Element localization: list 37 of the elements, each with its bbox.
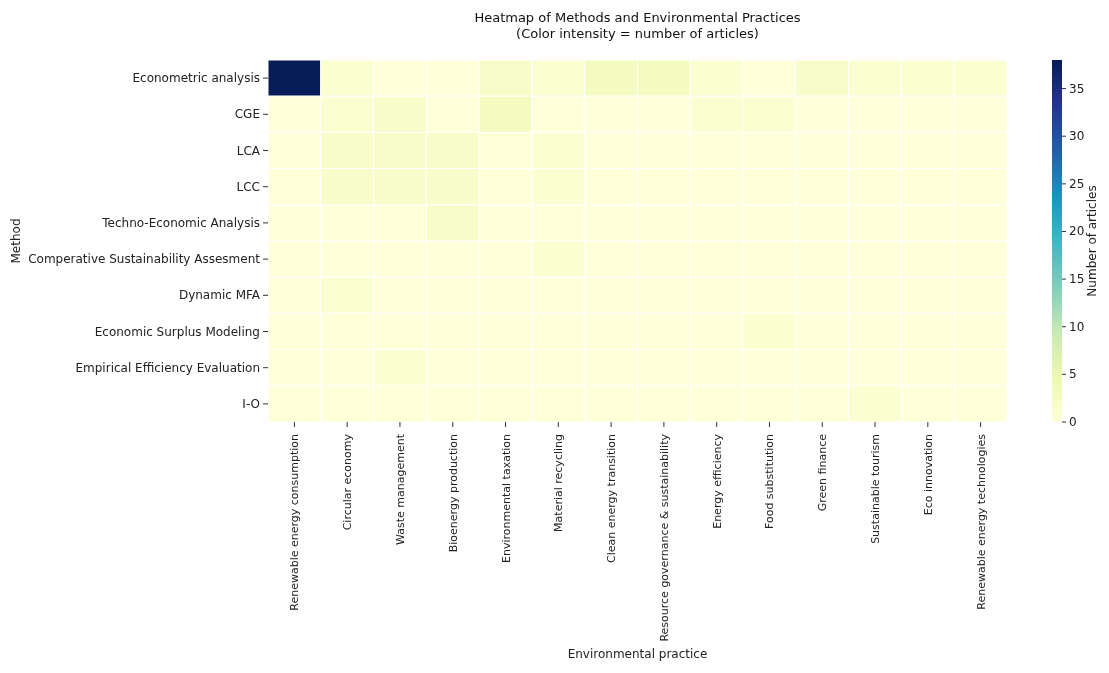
color-bar-title: Number of articles — [1085, 185, 1099, 297]
y-tick-label: Comperative Sustainability Assesment — [28, 252, 261, 267]
x-tick-label: Waste management — [393, 433, 407, 545]
x-tick-label: Sustainable tourism — [869, 434, 883, 544]
x-tick-label: Clean energy transition — [605, 433, 619, 563]
x-tick-label: Circular economy — [341, 433, 355, 531]
color-bar-label: 5 — [1069, 367, 1077, 382]
y-tick-label: CGE — [234, 107, 260, 122]
x-tick-label: Renewable energy consumption — [288, 433, 302, 611]
x-tick-label: Environmental taxation — [499, 433, 513, 563]
y-tick-label: Economic Surplus Modeling — [94, 324, 260, 339]
color-bar-label: 10 — [1069, 319, 1085, 334]
y-axis-title: Method — [9, 218, 23, 264]
y-tick-label: Techno-Economic Analysis — [101, 215, 260, 230]
y-tick-label: Empirical Efficiency Evaluation — [75, 360, 260, 375]
x-tick-label: Bioenergy production — [446, 433, 460, 553]
y-tick-label: LCC — [236, 179, 260, 194]
color-bar-label: 25 — [1069, 176, 1085, 191]
x-tick-label: Material recycling — [552, 434, 566, 532]
color-bar-label: 30 — [1069, 129, 1085, 144]
color-bar-label: 20 — [1069, 224, 1085, 239]
y-tick-label: LCA — [236, 143, 261, 158]
y-tick-label: Econometric analysis — [132, 71, 260, 86]
x-tick-label: Eco innovation — [921, 433, 935, 516]
y-tick-label: I-O — [242, 396, 260, 411]
x-tick-label: Renewable energy technologies — [974, 433, 988, 610]
chart-subtitle: (Color intensity = number of articles) — [515, 26, 760, 42]
chart-title: Heatmap of Methods and Environmental Practices — [473, 10, 802, 26]
x-tick-label: Food substitution — [763, 433, 777, 530]
x-tick-label: Energy efficiency — [710, 433, 724, 529]
color-bar-label: 15 — [1069, 272, 1085, 287]
x-tick-label: Green finance — [816, 433, 830, 512]
color-bar-label: 35 — [1069, 81, 1085, 96]
x-tick-label: Resource governance & sustainability — [657, 433, 671, 642]
x-axis-title: Environmental practice — [567, 647, 708, 661]
color-bar-label: 0 — [1069, 415, 1077, 429]
y-tick-label: Dynamic MFA — [178, 288, 261, 303]
